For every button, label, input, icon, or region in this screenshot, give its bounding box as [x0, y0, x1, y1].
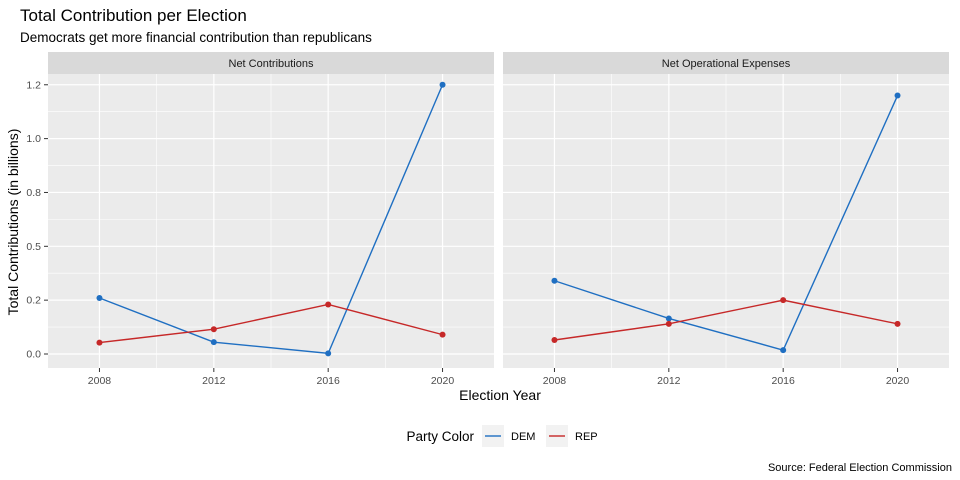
- data-point-dem: [551, 277, 558, 284]
- series-line-rep: [99, 303, 443, 344]
- x-tick-label: 2016: [771, 375, 795, 387]
- data-point-dem: [439, 81, 446, 88]
- series-line-dem: [554, 95, 899, 351]
- y-axis: 0.0 0.2 0.5 0.8 1.0 1.2: [26, 79, 48, 361]
- data-point-rep: [439, 331, 446, 338]
- data-point-dem: [325, 350, 332, 357]
- series-line-dem: [99, 84, 444, 355]
- y-tick-label: 0.0: [26, 349, 41, 361]
- y-tick-label: 0.2: [26, 295, 41, 307]
- x-tick-label: 2020: [886, 375, 910, 387]
- data-point-rep: [665, 320, 672, 327]
- y-tick-label: 1.0: [26, 133, 41, 145]
- data-point-rep: [780, 297, 787, 304]
- data-point-rep: [210, 326, 217, 333]
- y-axis-title: Total Contributions (in billions): [5, 129, 21, 316]
- facet-panel: Net Operational Expenses 2008 2012 2016 2020: [503, 52, 949, 387]
- x-tick-label: 2008: [543, 375, 567, 387]
- facet-panel: Net Contributions 2008 2012 2016 2020: [48, 52, 494, 387]
- chart-title: Total Contribution per Election: [20, 6, 247, 25]
- data-point-dem: [210, 339, 217, 346]
- data-point-rep: [96, 339, 103, 346]
- facet-strip-label: Net Operational Expenses: [662, 58, 791, 70]
- x-tick-label: 2020: [431, 375, 455, 387]
- facet-strip-label: Net Contributions: [229, 58, 314, 70]
- y-tick-label: 0.8: [26, 187, 41, 199]
- data-point-rep: [325, 301, 332, 308]
- x-tick-label: 2012: [657, 375, 681, 387]
- data-point-dem: [665, 315, 672, 322]
- legend-title: Party Color: [406, 429, 474, 444]
- series-line-rep: [554, 299, 898, 341]
- chart-subtitle: Democrats get more financial contributio…: [20, 30, 372, 45]
- legend-label-dem: DEM: [511, 431, 535, 443]
- facet-strip: [48, 52, 494, 74]
- data-point-rep: [894, 320, 901, 327]
- y-tick-label: 0.5: [26, 241, 41, 253]
- x-tick-label: 2012: [202, 375, 226, 387]
- data-point-dem: [780, 347, 787, 354]
- chart-caption: Source: Federal Election Commission: [768, 462, 952, 474]
- facet-strip: [503, 52, 949, 74]
- data-point-rep: [551, 337, 558, 343]
- x-tick-label: 2008: [88, 375, 112, 387]
- data-point-dem: [96, 295, 103, 301]
- x-tick-label: 2016: [316, 375, 340, 387]
- legend: Party Color DEM REP: [406, 425, 598, 447]
- data-point-dem: [894, 92, 901, 99]
- x-axis-title: Election Year: [459, 387, 541, 403]
- legend-label-rep: REP: [575, 431, 598, 443]
- y-tick-label: 1.2: [26, 79, 41, 91]
